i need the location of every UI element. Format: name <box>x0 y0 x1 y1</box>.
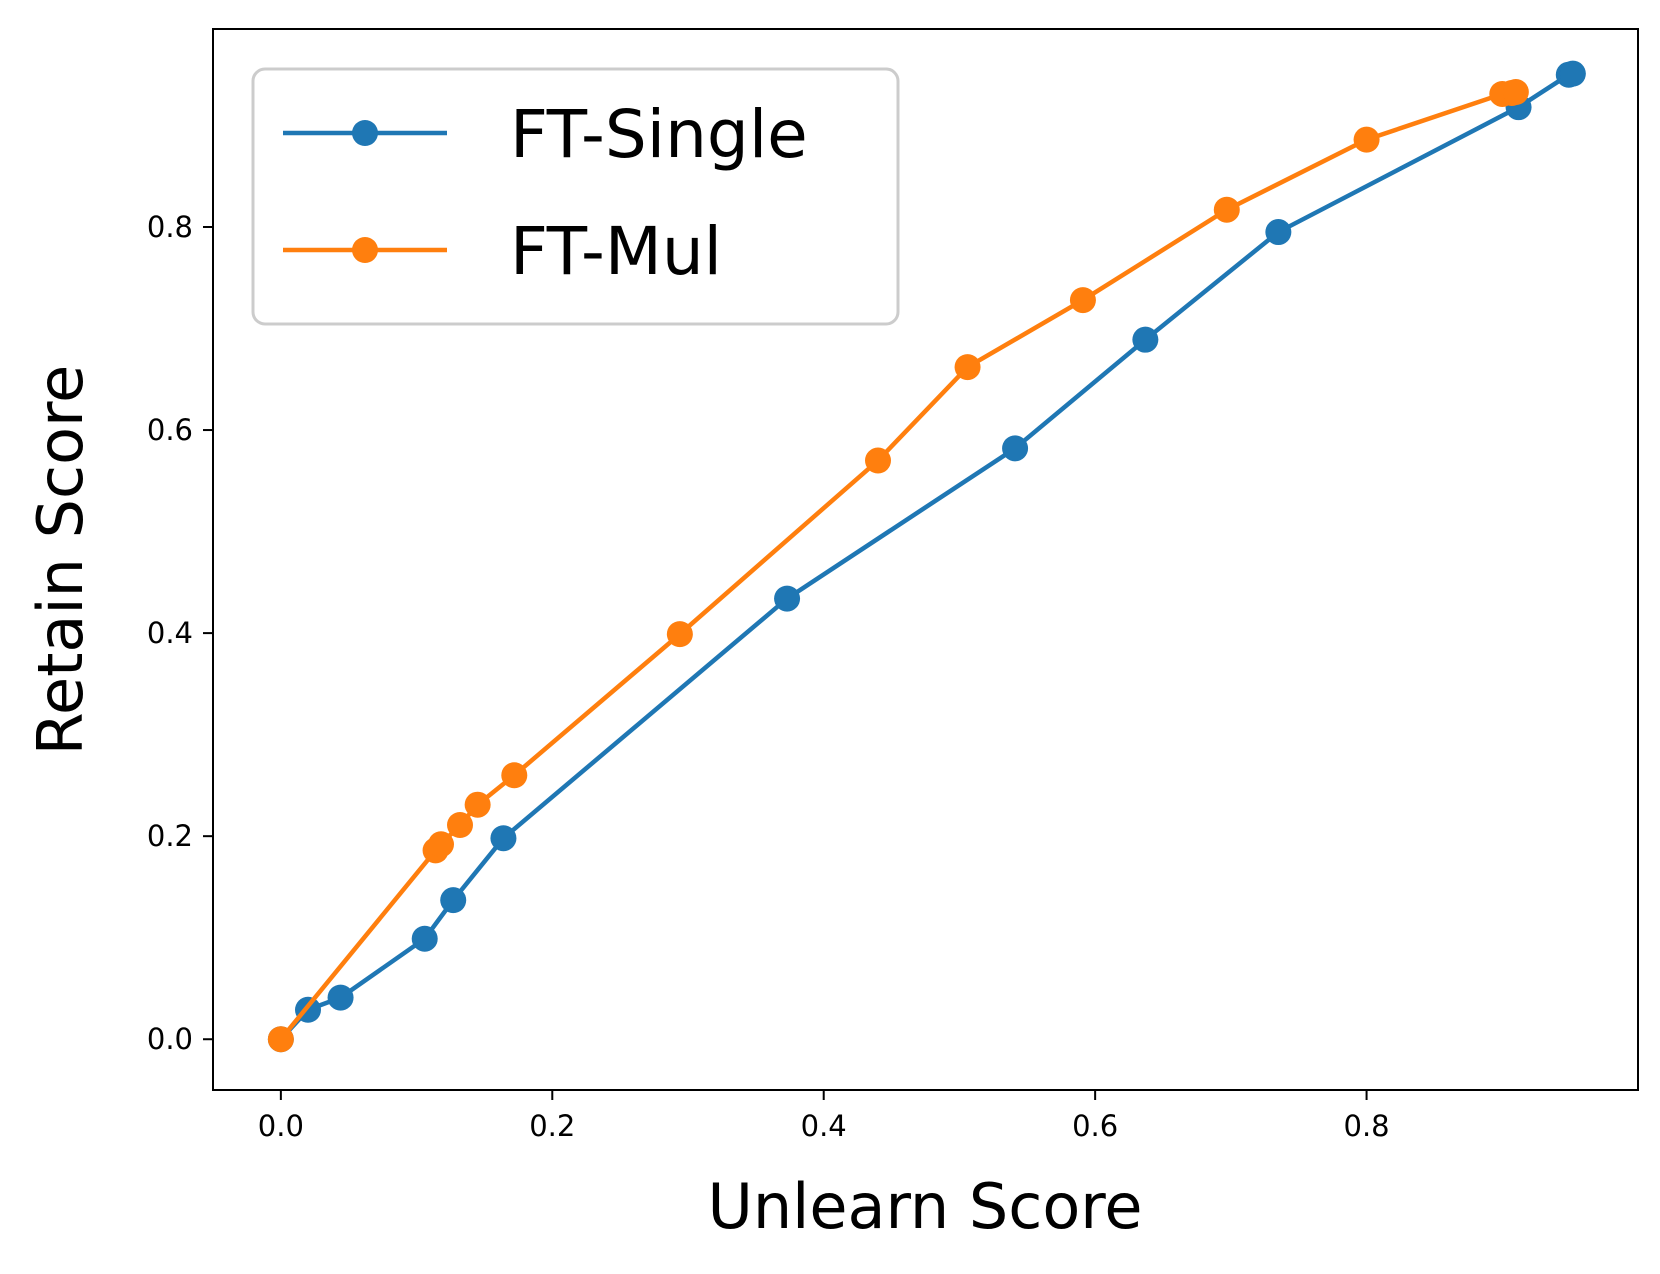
data-point <box>447 812 473 839</box>
data-point <box>464 791 491 818</box>
legend-entry: FT-Single <box>283 96 808 173</box>
data-point <box>428 831 454 858</box>
data-point <box>666 621 693 648</box>
y-tick-label: 0.8 <box>147 210 193 244</box>
data-point <box>865 447 891 474</box>
data-point <box>954 354 981 381</box>
data-point <box>1132 326 1159 353</box>
data-point <box>1559 60 1586 87</box>
data-point <box>411 925 438 952</box>
data-point <box>1265 219 1292 246</box>
data-point <box>1353 126 1380 153</box>
series-layer <box>267 60 1586 1053</box>
data-point <box>1502 78 1529 105</box>
y-tick-label: 0.0 <box>147 1022 193 1056</box>
y-tick-label: 0.6 <box>147 413 193 447</box>
data-point <box>1069 287 1096 314</box>
legend-label: FT-Single <box>510 96 808 173</box>
y-axis-label: Retain Score <box>24 365 97 756</box>
legend-marker <box>352 237 378 263</box>
legend-label: FT-Mul <box>510 213 722 290</box>
y-tick-label: 0.2 <box>147 819 193 853</box>
data-point <box>490 825 517 852</box>
legend-entry: FT-Mul <box>283 213 722 290</box>
x-tick-label: 0.2 <box>529 1109 575 1143</box>
legend-marker <box>352 120 378 146</box>
series-ft-mul <box>267 78 1529 1053</box>
data-point <box>501 762 528 789</box>
legend: FT-Single FT-Mul <box>251 67 900 326</box>
data-point <box>1002 435 1029 462</box>
x-tick-label: 0.4 <box>801 1109 847 1143</box>
x-tick-label: 0.8 <box>1344 1109 1390 1143</box>
data-point <box>327 984 354 1011</box>
x-tick-label: 0.0 <box>258 1109 304 1143</box>
plot-frame <box>212 28 1639 1091</box>
x-axis: 0.0 0.2 0.4 0.6 0.8 <box>258 1090 1390 1143</box>
y-tick-label: 0.4 <box>147 616 193 650</box>
data-point <box>267 1026 294 1053</box>
y-axis: 0.0 0.2 0.4 0.6 0.8 <box>147 210 213 1056</box>
data-point <box>1213 196 1240 223</box>
x-tick-label: 0.6 <box>1072 1109 1118 1143</box>
data-point <box>440 887 467 914</box>
data-point <box>774 585 801 612</box>
x-axis-label: Unlearn Score <box>707 1170 1142 1243</box>
